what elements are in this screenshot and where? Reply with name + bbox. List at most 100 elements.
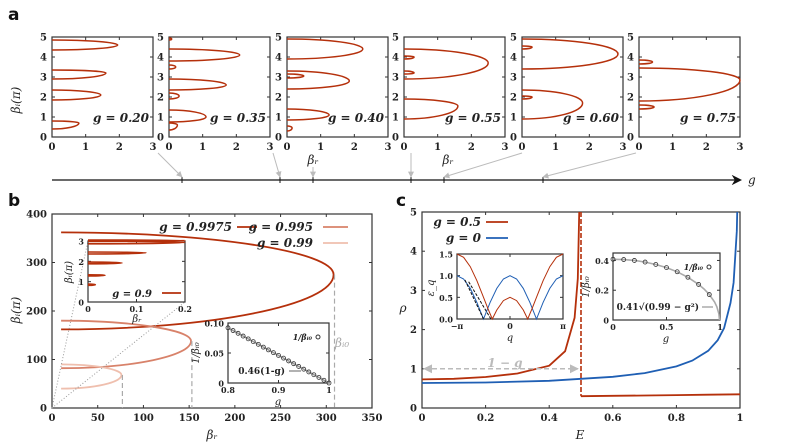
x-tick-label: 0 [401,142,408,153]
branch-curve [168,109,207,123]
data-point [685,274,691,280]
branch-curve [403,98,459,120]
branch-curve [51,89,102,101]
panel-a-subplot-0-frame [51,36,154,138]
x-axis-label: E [575,428,585,442]
g-value-label: g = 0.60 [563,111,620,125]
legend-label: g = 0.9975 [159,220,232,234]
y-axis-label: βᵢ(π) [9,296,23,324]
legend-label: g = 0.995 [249,220,313,234]
legend-label: 0.46(1-g) [238,366,285,377]
branch-curve [521,95,533,100]
dispersion-g05 [456,253,564,321]
x-tick-label: 0 [49,413,56,424]
data-point [240,333,246,339]
g-value-label: g = 0.35 [210,111,266,125]
data-point [265,347,271,353]
x-tick-label: 0 [284,142,291,153]
g-pointer-arrow [272,152,282,178]
g-pointer-arrow [542,152,637,179]
x-tick-label: 1 [737,413,744,424]
y-tick-label: 2 [78,257,84,267]
y-tick-label: 0.05 [205,349,224,359]
panel-c-inset-right [610,252,721,321]
legend-label: g = 0.9 [112,289,152,300]
x-tick-label: 2 [586,142,593,153]
y-tick-label: 1 [40,113,47,124]
branch-curve [638,104,655,110]
x-tick-label: 0.5 [660,322,674,332]
y-tick-label: 3 [275,73,282,84]
data-point [225,325,231,331]
data-point [296,364,302,369]
panel-b-inset-right [225,322,332,386]
panel-a-subplot-5 [638,36,741,138]
x-tick-label: −π [451,321,464,331]
branch-curve [286,125,293,132]
x-tick-label: 0.9 [272,385,286,395]
x-tick-label: 1 [434,142,441,153]
branch-curve [168,48,241,62]
branch-curve [403,70,415,75]
panel-a-subplot-1 [168,36,271,138]
data-point [642,259,648,265]
series-curve-0 [580,393,740,398]
y-tick-label: 4 [410,247,417,258]
y-tick-label: 1 [78,277,84,287]
data-point [696,282,701,287]
data-point [306,369,312,375]
branch-curve [403,48,489,80]
y-tick-label: 400 [26,210,47,221]
panel-label-a: a [8,5,19,25]
x-tick-label: 2 [233,142,240,153]
x-tick-label: 0 [419,413,426,424]
branch-curve [286,38,364,60]
data-point [230,328,236,333]
series-curve-0 [422,212,581,381]
y-tick-label: 1 [275,113,282,124]
x-tick-label: 0.2 [178,304,192,314]
branch-curve [521,45,533,50]
x-tick-label: 300 [316,413,337,424]
branch-curve [286,108,330,121]
branch-curve [168,122,179,131]
x-tick-label: 0 [507,321,513,331]
y-tick-label: 200 [26,307,47,318]
x-tick-label: 50 [91,413,105,424]
legend-label: g = 0 [446,231,482,245]
data-point [276,352,281,358]
data-point [271,350,276,356]
y-tick-label: 1 [157,113,164,124]
linear-fit-dashed [464,279,484,320]
series-curve-2 [61,363,123,390]
g-value-label: g = 0.40 [328,111,385,125]
x-tick-label: 350 [362,413,383,424]
y-tick-label: 3 [392,73,399,84]
branch-curve [521,89,584,120]
g-value-label: g = 0.20 [93,111,150,125]
legend-label: 1/βᵢ₀ [684,262,704,272]
y-tick-label: 0.0 [439,315,453,325]
y-tick-label: 0.4 [595,256,609,266]
y-tick-label: 0.2 [595,286,609,296]
x-tick-label: 200 [224,413,245,424]
legend-label: 1/βᵢ₀ [293,332,313,342]
x-tick-label: 3 [385,142,392,153]
panel-a-subplot-3 [403,36,506,138]
x-tick-label: 0.8 [668,413,685,424]
x-tick-label: 3 [150,142,157,153]
branch-curve [168,64,177,70]
y-tick-label: 5 [275,33,282,44]
data-point [674,269,680,275]
y-tick-label: 5 [157,33,164,44]
branch-curve [168,92,180,100]
y-axis-label: ε_q [426,280,437,297]
branch-curve [638,67,741,102]
y-tick-label: 3 [627,73,634,84]
data-point [245,336,251,342]
y-tick-label: 0 [275,133,282,144]
panel-a-subplot-4-frame [521,36,624,138]
legend-marker [315,334,321,340]
y-tick-label: 5 [410,208,417,219]
x-tick-label: 2 [703,142,710,153]
